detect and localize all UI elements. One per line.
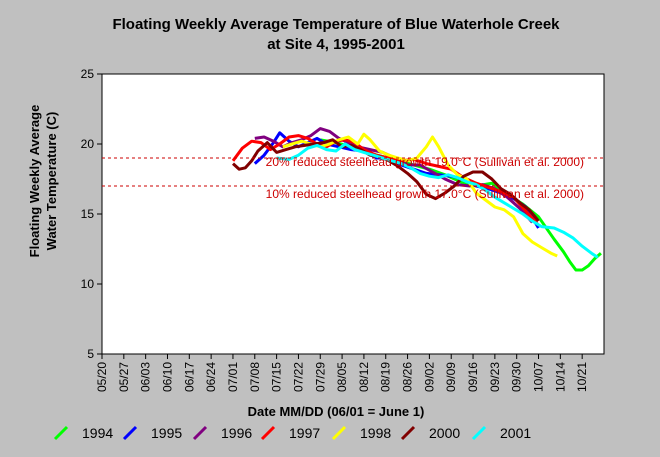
y-axis: 5 10 15 20 25 bbox=[81, 67, 102, 361]
y-axis-label: Floating Weekly Average Water Temperatur… bbox=[27, 105, 59, 258]
x-tick-label: 07/22 bbox=[291, 362, 305, 392]
x-tick-label: 07/29 bbox=[313, 362, 327, 392]
legend-swatch bbox=[122, 425, 138, 441]
x-tick-label: 05/20 bbox=[95, 362, 109, 392]
legend-label: 2001 bbox=[500, 425, 531, 441]
reference-lines: 20% reduced steelhead growth 19.0°C (Sul… bbox=[102, 155, 604, 201]
x-tick-label: 10/21 bbox=[575, 362, 589, 392]
legend-swatch bbox=[260, 425, 276, 441]
y-axis-label-line-1: Floating Weekly Average bbox=[27, 105, 42, 258]
legend-swatch bbox=[471, 425, 487, 441]
x-tick-label: 06/24 bbox=[204, 362, 218, 392]
x-tick-label: 08/19 bbox=[379, 362, 393, 392]
legend-item-1997: 1997 bbox=[260, 425, 320, 441]
legend-label: 1994 bbox=[82, 425, 113, 441]
y-tick-label: 5 bbox=[87, 347, 94, 361]
y-axis-label-line-2: Water Temperature (C) bbox=[44, 112, 59, 251]
legend-label: 1995 bbox=[151, 425, 182, 441]
x-tick-label: 07/01 bbox=[226, 362, 240, 392]
x-tick-label: 10/14 bbox=[553, 362, 567, 392]
x-tick-label: 09/09 bbox=[444, 362, 458, 392]
reference-line-label: 10% reduced steelhead growth 17.0°C (Sul… bbox=[266, 187, 584, 201]
x-tick-label: 07/08 bbox=[248, 362, 262, 392]
x-tick-label: 09/23 bbox=[488, 362, 502, 392]
x-tick-label: 08/26 bbox=[401, 362, 415, 392]
x-tick-label: 10/07 bbox=[532, 362, 546, 392]
legend-label: 1997 bbox=[289, 425, 320, 441]
x-tick-label: 06/03 bbox=[139, 362, 153, 392]
legend: 1994 1995 1996 1997 1998 2000 2001 bbox=[53, 425, 531, 441]
legend-swatch bbox=[331, 425, 347, 441]
legend-item-1994: 1994 bbox=[53, 425, 113, 441]
series-line-2001 bbox=[276, 142, 599, 259]
x-tick-label: 05/27 bbox=[117, 362, 131, 392]
x-tick-label: 08/05 bbox=[335, 362, 349, 392]
legend-item-2000: 2000 bbox=[400, 425, 460, 441]
x-tick-label: 06/17 bbox=[182, 362, 196, 392]
y-tick-label: 10 bbox=[81, 277, 95, 291]
legend-swatch bbox=[400, 425, 416, 441]
legend-label: 1998 bbox=[360, 425, 391, 441]
reference-line-label: 20% reduced steelhead growth 19.0°C (Sul… bbox=[266, 155, 584, 169]
x-tick-label: 09/30 bbox=[510, 362, 524, 392]
legend-item-1996: 1996 bbox=[192, 425, 252, 441]
legend-label: 2000 bbox=[429, 425, 460, 441]
legend-swatch bbox=[53, 425, 69, 441]
series-line-1998 bbox=[282, 132, 558, 258]
x-tick-label: 09/16 bbox=[466, 362, 480, 392]
legend-item-1995: 1995 bbox=[122, 425, 182, 441]
x-axis-label: Date MM/DD (06/01 = June 1) bbox=[248, 404, 425, 419]
x-tick-label: 08/12 bbox=[357, 362, 371, 392]
y-tick-label: 15 bbox=[81, 207, 95, 221]
y-tick-label: 25 bbox=[81, 67, 95, 81]
legend-item-2001: 2001 bbox=[471, 425, 531, 441]
x-tick-label: 09/02 bbox=[422, 362, 436, 392]
chart-title-line-1: Floating Weekly Average Temperature of B… bbox=[112, 16, 560, 33]
series-line-1997 bbox=[231, 134, 540, 227]
x-tick-label: 06/10 bbox=[160, 362, 174, 392]
data-series bbox=[231, 127, 602, 272]
legend-swatch bbox=[192, 425, 208, 441]
x-tick-label: 07/15 bbox=[270, 362, 284, 392]
legend-item-1998: 1998 bbox=[331, 425, 391, 441]
y-tick-label: 20 bbox=[81, 137, 95, 151]
legend-label: 1996 bbox=[221, 425, 252, 441]
chart-title-line-2: at Site 4, 1995-2001 bbox=[267, 36, 405, 53]
x-axis: 05/20 05/27 06/03 06/10 06/17 06/24 07/01 07/08… bbox=[95, 354, 589, 392]
